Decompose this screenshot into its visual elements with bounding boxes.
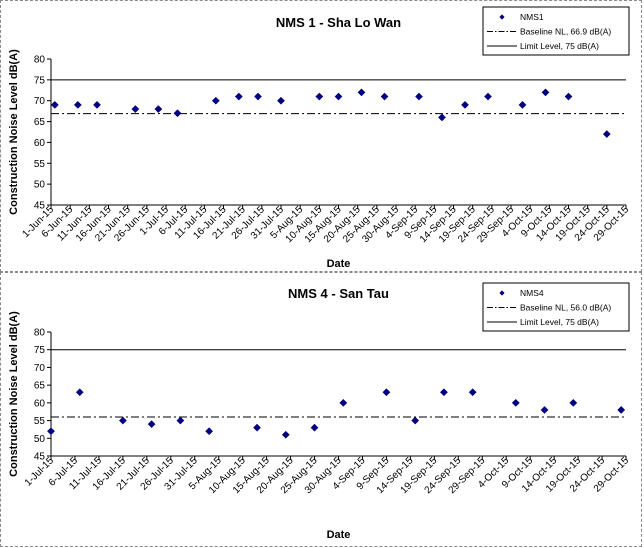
data-point: [564, 92, 573, 101]
y-tick-label: 50: [34, 180, 46, 191]
data-point: [461, 100, 469, 109]
y-tick-label: 75: [34, 75, 46, 86]
y-tick-label: 65: [34, 117, 46, 128]
data-point: [173, 109, 182, 118]
data-point: [411, 416, 420, 425]
data-point: [540, 405, 549, 414]
legend-label: Baseline NL, 66.9 dB(A): [520, 27, 611, 37]
y-tick-label: 65: [34, 381, 46, 392]
legend-label: Limit Level, 75 dB(A): [520, 317, 599, 327]
data-point: [253, 423, 261, 432]
data-point: [176, 416, 185, 425]
data-point: [277, 96, 285, 105]
data-point: [75, 388, 84, 397]
x-axis-title: Date: [327, 529, 351, 541]
chart-panel-nms1: NMS 1 - Sha Lo Wan Construction Noise Lev…: [0, 0, 642, 272]
data-point: [617, 405, 626, 414]
y-tick-label: 80: [34, 55, 46, 66]
legend-marker: [499, 290, 505, 296]
y-tick-label: 55: [34, 159, 46, 170]
chart-panel-nms4: NMS 4 - San Tau Construction Noise Level …: [0, 272, 642, 547]
data-point: [131, 105, 140, 114]
data-point: [93, 100, 101, 109]
data-point: [602, 130, 611, 139]
y-tick-label: 70: [34, 363, 46, 374]
data-point: [339, 398, 348, 407]
data-point: [73, 100, 82, 109]
data-point: [205, 427, 214, 436]
data-point: [334, 92, 343, 101]
y-tick-label: 60: [34, 398, 46, 409]
legend-label: Baseline NL, 56.0 dB(A): [520, 303, 611, 313]
data-point: [50, 100, 59, 109]
data-point: [357, 88, 366, 97]
y-tick-label: 55: [34, 416, 46, 427]
data-point: [47, 427, 55, 436]
legend-label: NMS4: [520, 288, 544, 298]
data-point: [154, 105, 163, 114]
legend: NMS4 Baseline NL, 56.0 dB(A) Limit Level, …: [482, 282, 630, 332]
chart-nms4: NMS 4 - San Tau Construction Noise Level …: [8, 282, 631, 541]
y-tick-label: 80: [34, 328, 46, 339]
data-point: [147, 420, 156, 429]
chart-nms1: NMS 1 - Sha Lo Wan Construction Noise Lev…: [8, 6, 631, 270]
legend-marker: [499, 14, 505, 20]
data-point: [118, 416, 127, 425]
data-point: [569, 398, 578, 407]
data-point: [380, 92, 389, 101]
data-point: [382, 388, 391, 397]
legend-label: NMS1: [520, 12, 544, 22]
y-axis-title: Construction Noise Level dB(A): [8, 49, 20, 215]
data-point: [415, 92, 423, 101]
y-tick-label: 45: [34, 452, 46, 463]
data-point: [438, 113, 446, 122]
data-point: [211, 96, 220, 105]
data-point: [310, 423, 319, 432]
data-point: [234, 92, 243, 101]
legend-label: Limit Level, 75 dB(A): [520, 41, 599, 51]
legend: NMS1 Baseline NL, 66.9 dB(A) Limit Level, …: [482, 6, 630, 56]
data-point: [254, 92, 262, 101]
y-axis-title: Construction Noise Level dB(A): [8, 311, 20, 477]
data-point: [281, 430, 290, 439]
data-point: [315, 92, 324, 101]
data-point: [484, 92, 492, 101]
y-tick-label: 60: [34, 138, 46, 149]
data-point: [468, 388, 477, 397]
y-tick-label: 75: [34, 345, 46, 356]
chart-title: NMS 4 - San Tau: [288, 286, 389, 301]
data-point: [511, 398, 520, 407]
chart-title: NMS 1 - Sha Lo Wan: [276, 15, 401, 30]
legend-box: [482, 6, 630, 56]
data-point: [439, 388, 448, 397]
y-tick-label: 50: [34, 434, 46, 445]
data-point: [518, 100, 527, 109]
y-tick-label: 70: [34, 96, 46, 107]
x-axis-title: Date: [327, 258, 351, 270]
y-tick-label: 45: [34, 201, 46, 212]
data-point: [541, 88, 550, 97]
